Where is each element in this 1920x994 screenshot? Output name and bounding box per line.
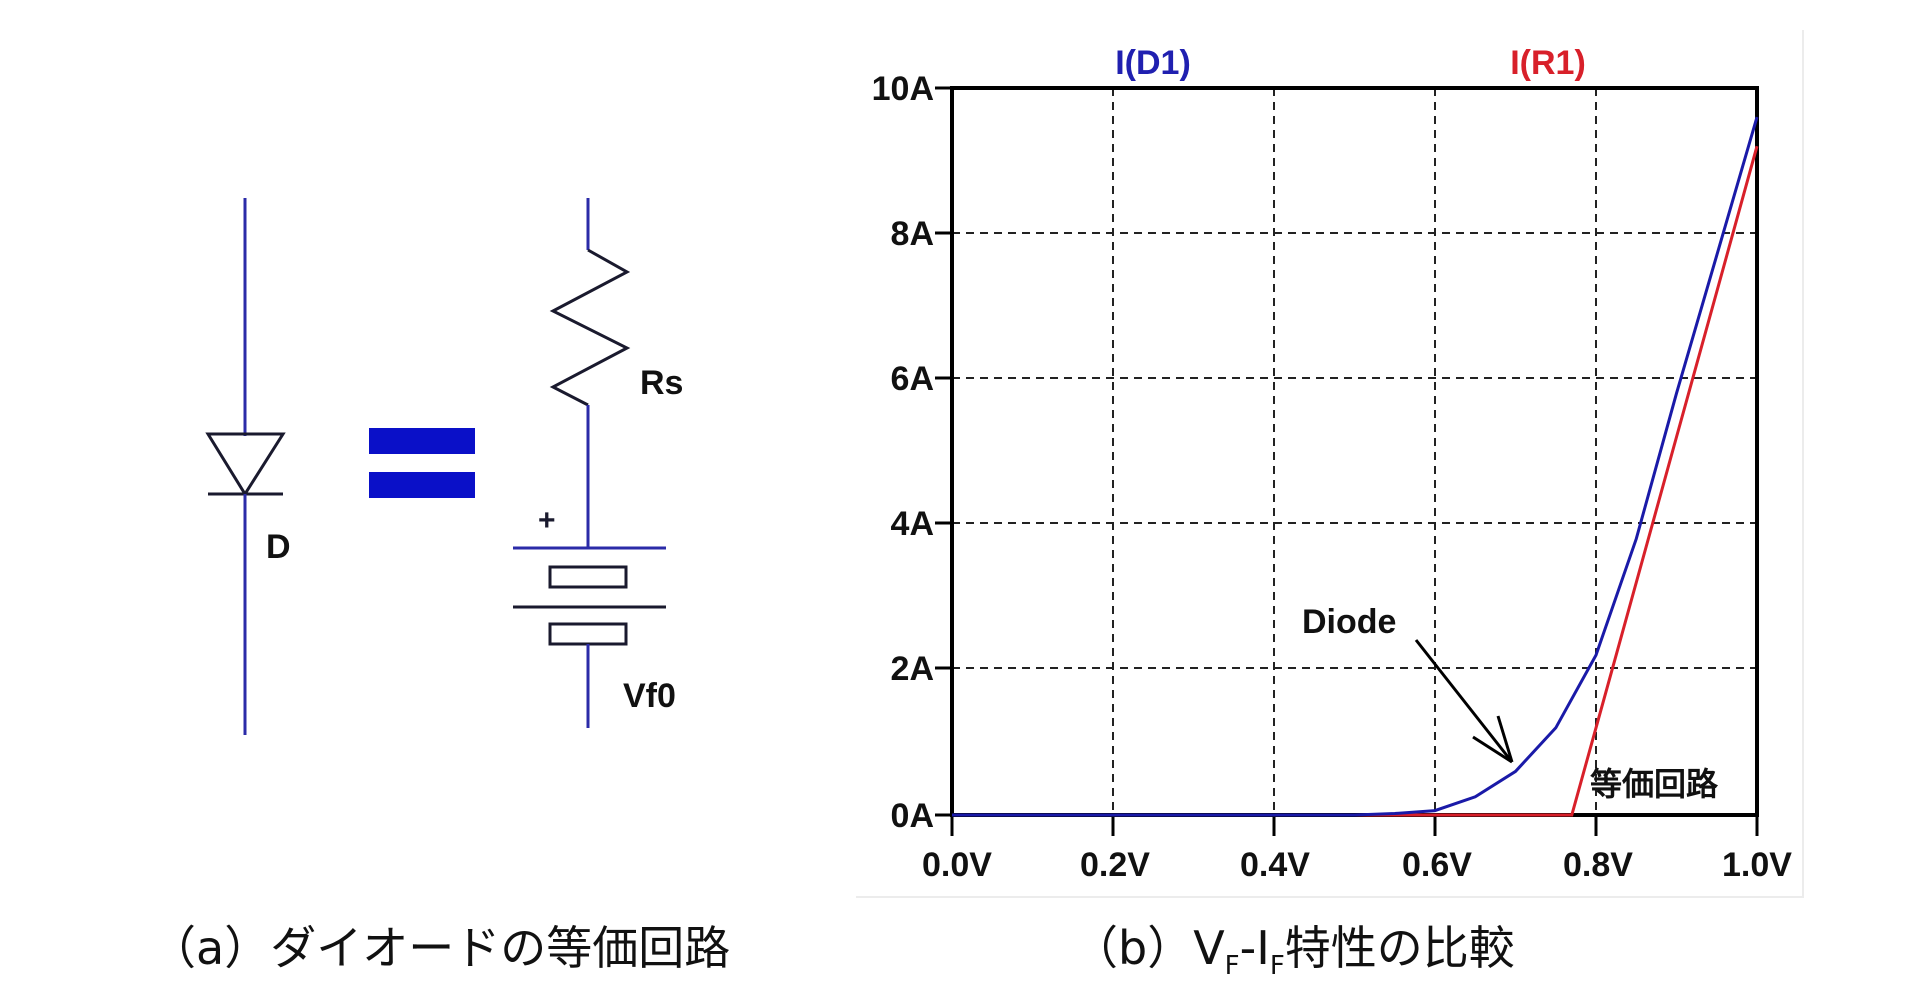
x-tick-label: 1.0V — [1722, 846, 1792, 884]
x-tick-label: 0.2V — [1080, 846, 1150, 884]
plot-frame — [950, 86, 1759, 817]
battery-label: Vf0 — [623, 677, 676, 715]
x-tick-label: 0.6V — [1402, 846, 1472, 884]
equals-sign — [369, 428, 475, 498]
resistor-symbol — [549, 198, 631, 548]
battery-polarity-label: + — [538, 504, 556, 537]
y-axis-ticks — [935, 86, 952, 817]
x-tick-label: 0.0V — [922, 846, 992, 884]
series-i-r1-line — [952, 145, 1759, 817]
y-tick-label: 0A — [891, 797, 934, 835]
y-tick-label: 6A — [891, 360, 934, 398]
legend-d1: I(D1) — [1115, 44, 1191, 82]
caption-b-dash: - — [1239, 921, 1257, 975]
x-axis-ticks — [950, 815, 1759, 836]
y-axis-labels: 10A 8A 6A 4A 2A 0A — [872, 70, 934, 835]
caption-a: （a）ダイオードの等価回路 — [150, 921, 731, 975]
diode-arrow-icon — [1414, 639, 1514, 764]
series-i-d1-line — [952, 116, 1759, 817]
caption-b-v: V — [1193, 921, 1225, 975]
diode-symbol — [205, 198, 286, 735]
circuit-diagram: D Rs + Vf0 — [205, 198, 683, 735]
grid-lines — [952, 88, 1757, 815]
y-tick-label: 4A — [891, 505, 934, 543]
x-tick-label: 0.4V — [1240, 846, 1310, 884]
caption-b-i: I — [1256, 921, 1270, 975]
caption-b: （b）VF-IF特性の比較 — [1072, 912, 1515, 981]
legend-r1: I(R1) — [1510, 44, 1586, 82]
vf-if-chart: I(D1) I(R1) — [872, 44, 1793, 884]
x-axis-labels: 0.0V 0.2V 0.4V 0.6V 0.8V 1.0V — [922, 846, 1792, 884]
caption-b-suffix: 特性の比較 — [1284, 921, 1515, 975]
caption-b-i-sub: F — [1269, 951, 1285, 981]
y-tick-label: 10A — [872, 70, 934, 108]
y-tick-label: 2A — [891, 650, 934, 688]
diode-annotation: Diode — [1302, 603, 1396, 641]
y-tick-label: 8A — [891, 215, 934, 253]
equivalent-circuit-annotation: 等価回路 — [1590, 766, 1719, 802]
caption-b-v-sub: F — [1224, 951, 1240, 981]
resistor-label: Rs — [640, 364, 683, 402]
equivalent-circuit-panel: D Rs + Vf0 — [0, 0, 860, 994]
battery-symbol — [513, 546, 666, 728]
diode-label: D — [266, 528, 291, 566]
caption-b-prefix: （b） — [1072, 921, 1194, 975]
vf-if-chart-panel: I(D1) I(R1) — [856, 30, 1804, 898]
x-tick-label: 0.8V — [1563, 846, 1633, 884]
